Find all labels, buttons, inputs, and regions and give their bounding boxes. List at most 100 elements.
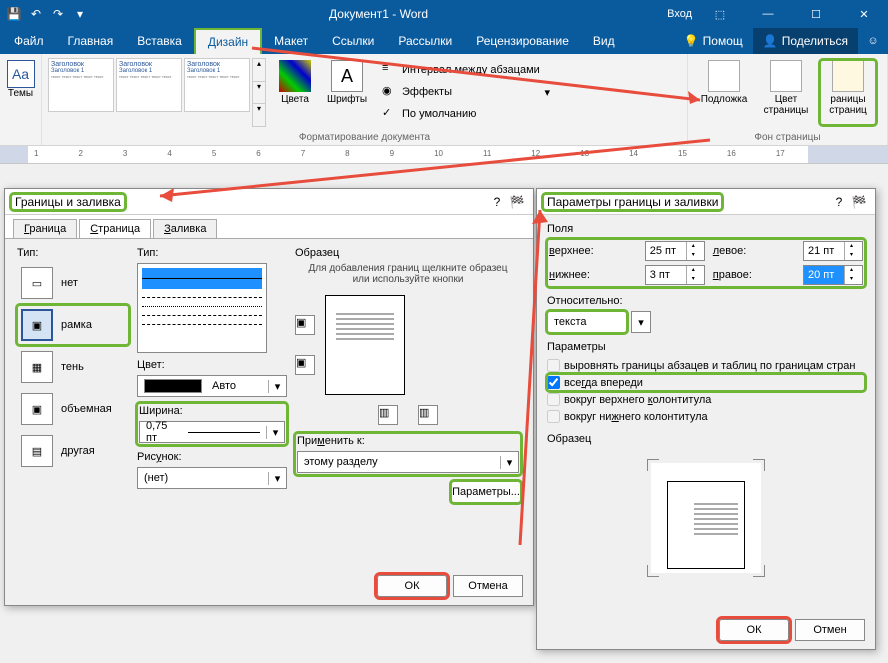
chk-header[interactable] xyxy=(547,393,560,406)
help-icon[interactable]: ? xyxy=(829,195,849,209)
tell-me[interactable]: 💡Помощ xyxy=(674,28,753,54)
cancel-button[interactable]: Отмена xyxy=(453,575,523,597)
gallery-item[interactable]: ЗаголовокЗаголовок 1текст текст текст те… xyxy=(184,58,250,112)
colors-button[interactable]: Цвета xyxy=(274,60,316,125)
gallery-item[interactable]: ЗаголовокЗаголовок 1текст текст текст те… xyxy=(48,58,114,112)
chk-front[interactable] xyxy=(547,376,560,389)
tab-design[interactable]: Дизайн xyxy=(194,28,262,54)
type-3d-icon: ▣ xyxy=(21,393,53,425)
save-icon[interactable]: 💾 xyxy=(4,4,24,24)
watermark-icon xyxy=(708,60,740,92)
tab-fill-label: З xyxy=(164,223,171,235)
tab-review[interactable]: Рецензирование xyxy=(464,28,581,54)
person-icon: 👤 xyxy=(763,34,778,48)
minimize-icon[interactable]: — xyxy=(748,0,788,28)
type-shadow-label: тень xyxy=(61,361,84,373)
chk-align[interactable] xyxy=(547,359,560,372)
relative-value: текста xyxy=(548,316,626,328)
maximize-icon[interactable]: ☐ xyxy=(796,0,836,28)
chk-footer[interactable] xyxy=(547,410,560,423)
art-combo[interactable]: (нет)▾ xyxy=(137,467,287,489)
edge-bottom-btn[interactable]: ▣ xyxy=(295,355,315,375)
close-icon[interactable]: 🏁 xyxy=(849,195,869,209)
cancel-button[interactable]: Отмен xyxy=(795,619,865,641)
tab-insert[interactable]: Вставка xyxy=(125,28,194,54)
feedback-icon[interactable]: ☺ xyxy=(858,28,888,54)
left-spin[interactable]: ▴▾ xyxy=(803,241,863,261)
ok-button[interactable]: ОК xyxy=(377,575,447,597)
type-box[interactable]: ▣рамка xyxy=(17,305,129,345)
tab-fill[interactable]: Заливка xyxy=(153,219,217,238)
tab-mailings[interactable]: Рассылки xyxy=(386,28,464,54)
close-icon[interactable]: 🏁 xyxy=(507,195,527,209)
type-other-icon: ▤ xyxy=(21,435,53,467)
relative-combo[interactable]: текста xyxy=(547,311,627,333)
tab-file[interactable]: Файл xyxy=(2,28,56,54)
ok-button[interactable]: ОК xyxy=(719,619,789,641)
color-combo[interactable]: Авто▾ xyxy=(137,375,287,397)
signin-link[interactable]: Вход xyxy=(667,8,692,20)
options-dialog-title: Параметры границы и заливки ? 🏁 xyxy=(537,189,875,215)
chevron-down-icon: ▾ xyxy=(500,456,518,469)
top-spin[interactable]: ▴▾ xyxy=(645,241,705,261)
chk-footer-row[interactable]: вокруг нижнего колонтитула xyxy=(547,408,865,425)
params-button[interactable]: Параметры... xyxy=(451,481,521,503)
help-icon[interactable]: ? xyxy=(487,195,507,209)
effects-button[interactable]: ◉Эффекты▾ xyxy=(378,82,554,102)
qat-customize-icon[interactable]: ▾ xyxy=(70,4,90,24)
edge-top-btn[interactable]: ▣ xyxy=(295,315,315,335)
fonts-button[interactable]: А Шрифты xyxy=(322,60,372,125)
undo-icon[interactable]: ↶ xyxy=(26,4,46,24)
tab-view[interactable]: Вид xyxy=(581,28,627,54)
default-button[interactable]: ✓По умолчанию xyxy=(378,104,554,124)
edge-right-btn[interactable]: ▥ xyxy=(418,405,438,425)
apply-combo[interactable]: этому разделу▾ xyxy=(297,451,519,473)
chk-front-row[interactable]: всегда впереди xyxy=(547,374,865,391)
right-spin[interactable]: ▴▾ xyxy=(803,265,863,285)
right-input[interactable] xyxy=(804,266,844,284)
bottom-spin[interactable]: ▴▾ xyxy=(645,265,705,285)
preview-area: ▣ ▣ xyxy=(295,285,435,405)
borders-title-text: Границы и заливка xyxy=(11,194,125,210)
gallery-more-icon[interactable]: ▾ xyxy=(253,103,265,126)
top-input[interactable] xyxy=(646,242,686,260)
spacing-label: Интервал между абзацами xyxy=(402,64,540,76)
type-other[interactable]: ▤другая xyxy=(17,431,129,471)
type-shadow[interactable]: ▦тень xyxy=(17,347,129,387)
relative-arrow[interactable]: ▾ xyxy=(631,311,651,333)
watermark-button[interactable]: Подложка xyxy=(696,60,752,125)
themes-button[interactable]: Aa Темы xyxy=(4,56,37,129)
ruler[interactable]: 1234567891011121314151617 xyxy=(0,146,888,164)
gallery-up-icon[interactable]: ▴ xyxy=(253,59,265,81)
close-icon[interactable]: ✕ xyxy=(844,0,884,28)
gallery-title: Заголовок xyxy=(51,61,111,68)
opt-preview-label: Образец xyxy=(547,433,865,445)
cancel-label: Отмен xyxy=(813,624,846,636)
type-3d[interactable]: ▣объемная xyxy=(17,389,129,429)
tab-references[interactable]: Ссылки xyxy=(320,28,386,54)
para-spacing-button[interactable]: ≡Интервал между абзацами xyxy=(378,60,554,80)
redo-icon[interactable]: ↷ xyxy=(48,4,68,24)
tab-page[interactable]: Страница xyxy=(79,219,151,238)
style-list[interactable] xyxy=(137,263,267,353)
ribbon-display-icon[interactable]: ⬚ xyxy=(700,0,740,28)
preview-page[interactable] xyxy=(325,295,405,395)
style-gallery[interactable]: ЗаголовокЗаголовок 1текст текст текст те… xyxy=(46,56,252,129)
gallery-down-icon[interactable]: ▾ xyxy=(253,81,265,104)
width-combo[interactable]: 0,75 пт▾ xyxy=(139,421,285,443)
tab-border[interactable]: Граница xyxy=(13,219,77,238)
params-btn-label: Параметры... xyxy=(452,486,520,498)
edge-left-btn[interactable]: ▥ xyxy=(378,405,398,425)
bottom-input[interactable] xyxy=(646,266,686,284)
gallery-item[interactable]: ЗаголовокЗаголовок 1текст текст текст те… xyxy=(116,58,182,112)
bulb-icon: 💡 xyxy=(684,34,699,48)
page-color-button[interactable]: Цвет страницы xyxy=(758,60,814,125)
page-borders-button[interactable]: раницы страниц xyxy=(820,60,876,125)
type-none[interactable]: ▭нет xyxy=(17,263,129,303)
tab-home[interactable]: Главная xyxy=(56,28,126,54)
share-button[interactable]: 👤Поделиться xyxy=(753,28,858,54)
chk-align-row[interactable]: выровнять границы абзацев и таблиц по гр… xyxy=(547,357,865,374)
tab-layout[interactable]: Макет xyxy=(262,28,320,54)
chk-header-row[interactable]: вокруг верхнего колонтитула xyxy=(547,391,865,408)
left-input[interactable] xyxy=(804,242,844,260)
